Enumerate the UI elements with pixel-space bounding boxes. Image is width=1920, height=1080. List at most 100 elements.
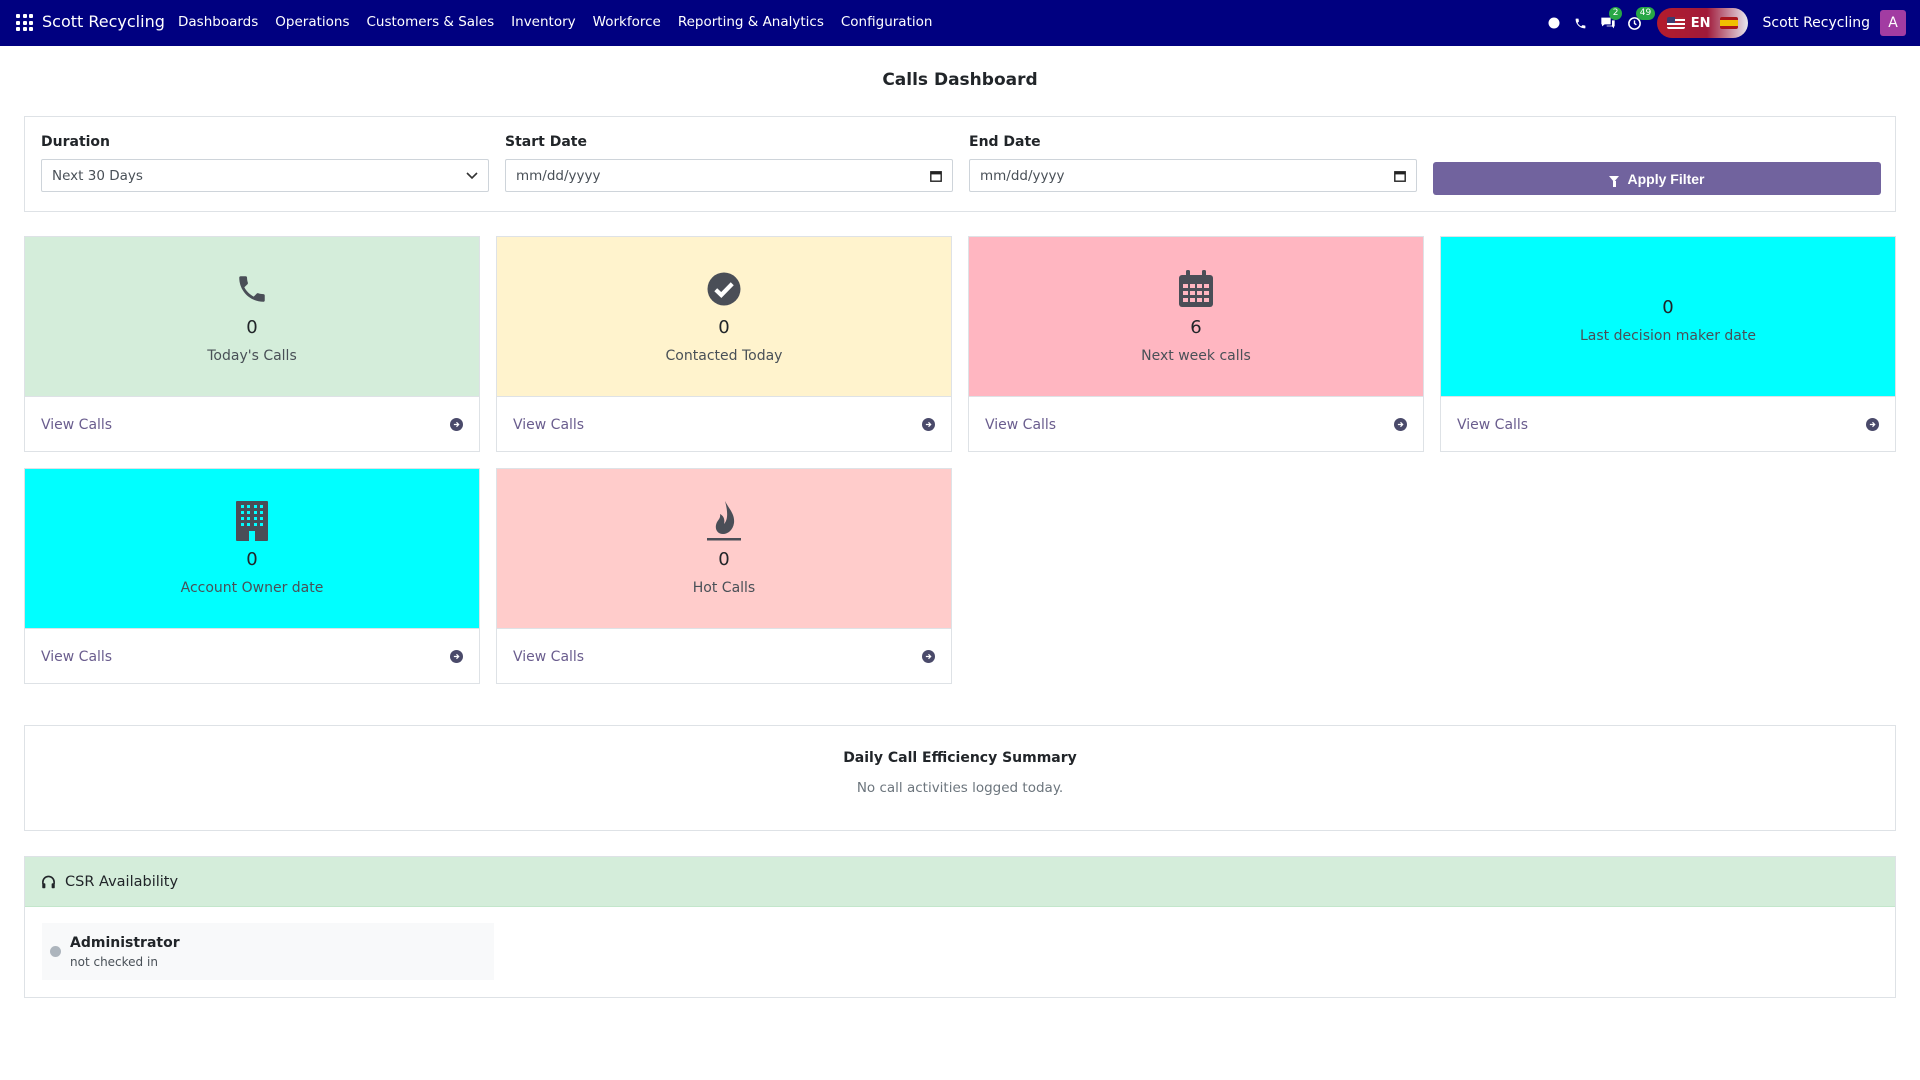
filter-panel: Duration Next 30 Days Start Date mm/dd/y… bbox=[24, 116, 1896, 212]
arrow-circle-right-icon[interactable] bbox=[1394, 418, 1407, 431]
stat-label: Last decision maker date bbox=[1580, 328, 1756, 344]
main-menu: Dashboards Operations Customers & Sales … bbox=[178, 14, 949, 30]
arrow-circle-right-icon[interactable] bbox=[450, 418, 463, 431]
page-title: Calls Dashboard bbox=[882, 70, 1038, 90]
duration-label: Duration bbox=[41, 134, 111, 150]
menu-item-workforce[interactable]: Workforce bbox=[592, 14, 661, 30]
us-flag-icon bbox=[1666, 17, 1685, 29]
brand-name[interactable]: Scott Recycling bbox=[42, 12, 165, 31]
stat-card-body: 6 Next week calls bbox=[969, 237, 1423, 397]
daily-call-efficiency-summary: Daily Call Efficiency Summary No call ac… bbox=[24, 725, 1896, 831]
navbar-systray: 2 49 EN Scott Recycling A bbox=[1545, 0, 1920, 46]
status-dot-icon bbox=[50, 946, 61, 957]
stat-value: 0 bbox=[1662, 297, 1674, 318]
summary-text: No call activities logged today. bbox=[856, 780, 1064, 796]
stat-card-body: 0 Account Owner date bbox=[25, 469, 479, 629]
menu-item-inventory[interactable]: Inventory bbox=[511, 14, 576, 30]
stat-label: Account Owner date bbox=[180, 580, 324, 596]
messages-badge: 2 bbox=[1608, 7, 1623, 20]
stat-card-footer: View Calls bbox=[25, 629, 479, 684]
es-flag-icon bbox=[1720, 17, 1739, 29]
activities-clock-icon[interactable]: 49 bbox=[1626, 7, 1656, 32]
calendar-small-icon[interactable] bbox=[1394, 170, 1406, 182]
stat-card-contacted-today: 0 Contacted Today View Calls bbox=[496, 236, 952, 452]
phone-icon[interactable] bbox=[1572, 14, 1590, 32]
filter-funnel-icon bbox=[1609, 175, 1620, 187]
end-date-label: End Date bbox=[969, 134, 1041, 150]
start-date-placeholder: mm/dd/yyyy bbox=[516, 167, 601, 184]
stat-card-hot-calls: 0 Hot Calls View Calls bbox=[496, 468, 952, 684]
csr-header: CSR Availability bbox=[25, 857, 1895, 907]
view-calls-link[interactable]: View Calls bbox=[513, 648, 585, 665]
apply-filter-label: Apply Filter bbox=[1627, 170, 1705, 187]
apps-grid-icon[interactable] bbox=[16, 14, 33, 31]
menu-item-operations[interactable]: Operations bbox=[275, 14, 350, 30]
menu-item-customers-sales[interactable]: Customers & Sales bbox=[366, 14, 495, 30]
csr-name: Administrator bbox=[70, 934, 180, 951]
company-switcher[interactable]: Scott Recycling bbox=[1762, 15, 1870, 31]
view-calls-link[interactable]: View Calls bbox=[513, 416, 585, 433]
start-date-input[interactable]: mm/dd/yyyy bbox=[505, 159, 953, 192]
duration-group: Duration Next 30 Days bbox=[41, 134, 489, 192]
chevron-down-icon bbox=[466, 171, 478, 179]
calendar-icon bbox=[1176, 269, 1216, 309]
stat-card-account-owner: 0 Account Owner date View Calls bbox=[24, 468, 480, 684]
stat-card-footer: View Calls bbox=[25, 397, 479, 452]
csr-list-item: Administrator not checked in bbox=[42, 923, 494, 980]
stat-card-body: 0 Hot Calls bbox=[497, 469, 951, 629]
fire-icon bbox=[704, 501, 744, 541]
menu-item-dashboards[interactable]: Dashboards bbox=[178, 14, 259, 30]
check-circle-icon bbox=[704, 269, 744, 309]
stat-card-body: 0 Contacted Today bbox=[497, 237, 951, 397]
stat-card-footer: View Calls bbox=[497, 629, 951, 684]
duration-select[interactable]: Next 30 Days bbox=[41, 159, 489, 192]
view-calls-link[interactable]: View Calls bbox=[1457, 416, 1529, 433]
view-calls-link[interactable]: View Calls bbox=[985, 416, 1057, 433]
stat-label: Hot Calls bbox=[692, 580, 756, 596]
stat-label: Contacted Today bbox=[665, 348, 783, 364]
arrow-circle-right-icon[interactable] bbox=[1866, 418, 1879, 431]
apply-filter-button[interactable]: Apply Filter bbox=[1433, 162, 1881, 195]
arrow-circle-right-icon[interactable] bbox=[922, 418, 935, 431]
end-date-input[interactable]: mm/dd/yyyy bbox=[969, 159, 1417, 192]
user-avatar[interactable]: A bbox=[1880, 10, 1906, 36]
view-calls-link[interactable]: View Calls bbox=[41, 648, 113, 665]
stat-value: 0 bbox=[246, 317, 258, 338]
summary-title: Daily Call Efficiency Summary bbox=[843, 750, 1077, 766]
csr-status: not checked in bbox=[70, 954, 158, 969]
messages-icon[interactable]: 2 bbox=[1599, 7, 1623, 32]
stat-card-footer: View Calls bbox=[969, 397, 1423, 452]
menu-item-reporting-analytics[interactable]: Reporting & Analytics bbox=[677, 14, 824, 30]
view-calls-link[interactable]: View Calls bbox=[41, 416, 113, 433]
menu-item-configuration[interactable]: Configuration bbox=[840, 14, 933, 30]
stat-card-footer: View Calls bbox=[1441, 397, 1895, 452]
stat-value: 0 bbox=[718, 549, 730, 570]
arrow-circle-right-icon[interactable] bbox=[450, 650, 463, 663]
calendar-small-icon[interactable] bbox=[930, 170, 942, 182]
arrow-circle-right-icon[interactable] bbox=[922, 650, 935, 663]
building-icon bbox=[232, 501, 272, 541]
end-date-placeholder: mm/dd/yyyy bbox=[980, 167, 1065, 184]
stat-card-footer: View Calls bbox=[497, 397, 951, 452]
stat-label: Next week calls bbox=[1141, 348, 1251, 364]
language-switcher[interactable]: EN bbox=[1656, 8, 1749, 38]
stat-card-body: 0 Last decision maker date bbox=[1441, 237, 1895, 397]
start-date-group: Start Date mm/dd/yyyy bbox=[505, 134, 953, 192]
phone-icon bbox=[232, 269, 272, 309]
stat-value: 6 bbox=[1190, 317, 1202, 338]
csr-item-text: Administrator not checked in bbox=[70, 935, 180, 969]
stat-value: 0 bbox=[246, 549, 258, 570]
duration-value: Next 30 Days bbox=[52, 167, 143, 184]
stat-card-body: 0 Today's Calls bbox=[25, 237, 479, 397]
stat-value: 0 bbox=[718, 317, 730, 338]
end-date-group: End Date mm/dd/yyyy bbox=[969, 134, 1417, 192]
csr-availability-panel: CSR Availability Administrator not check… bbox=[24, 856, 1896, 998]
stat-card-todays-calls: 0 Today's Calls View Calls bbox=[24, 236, 480, 452]
activities-badge: 49 bbox=[1635, 7, 1656, 20]
start-date-label: Start Date bbox=[505, 134, 587, 150]
status-circle-icon[interactable] bbox=[1545, 14, 1563, 32]
csr-title: CSR Availability bbox=[65, 873, 179, 890]
language-code: EN bbox=[1690, 15, 1711, 31]
top-navbar: Scott Recycling Dashboards Operations Cu… bbox=[0, 0, 1920, 46]
stat-card-last-decision-maker: 0 Last decision maker date View Calls bbox=[1440, 236, 1896, 452]
